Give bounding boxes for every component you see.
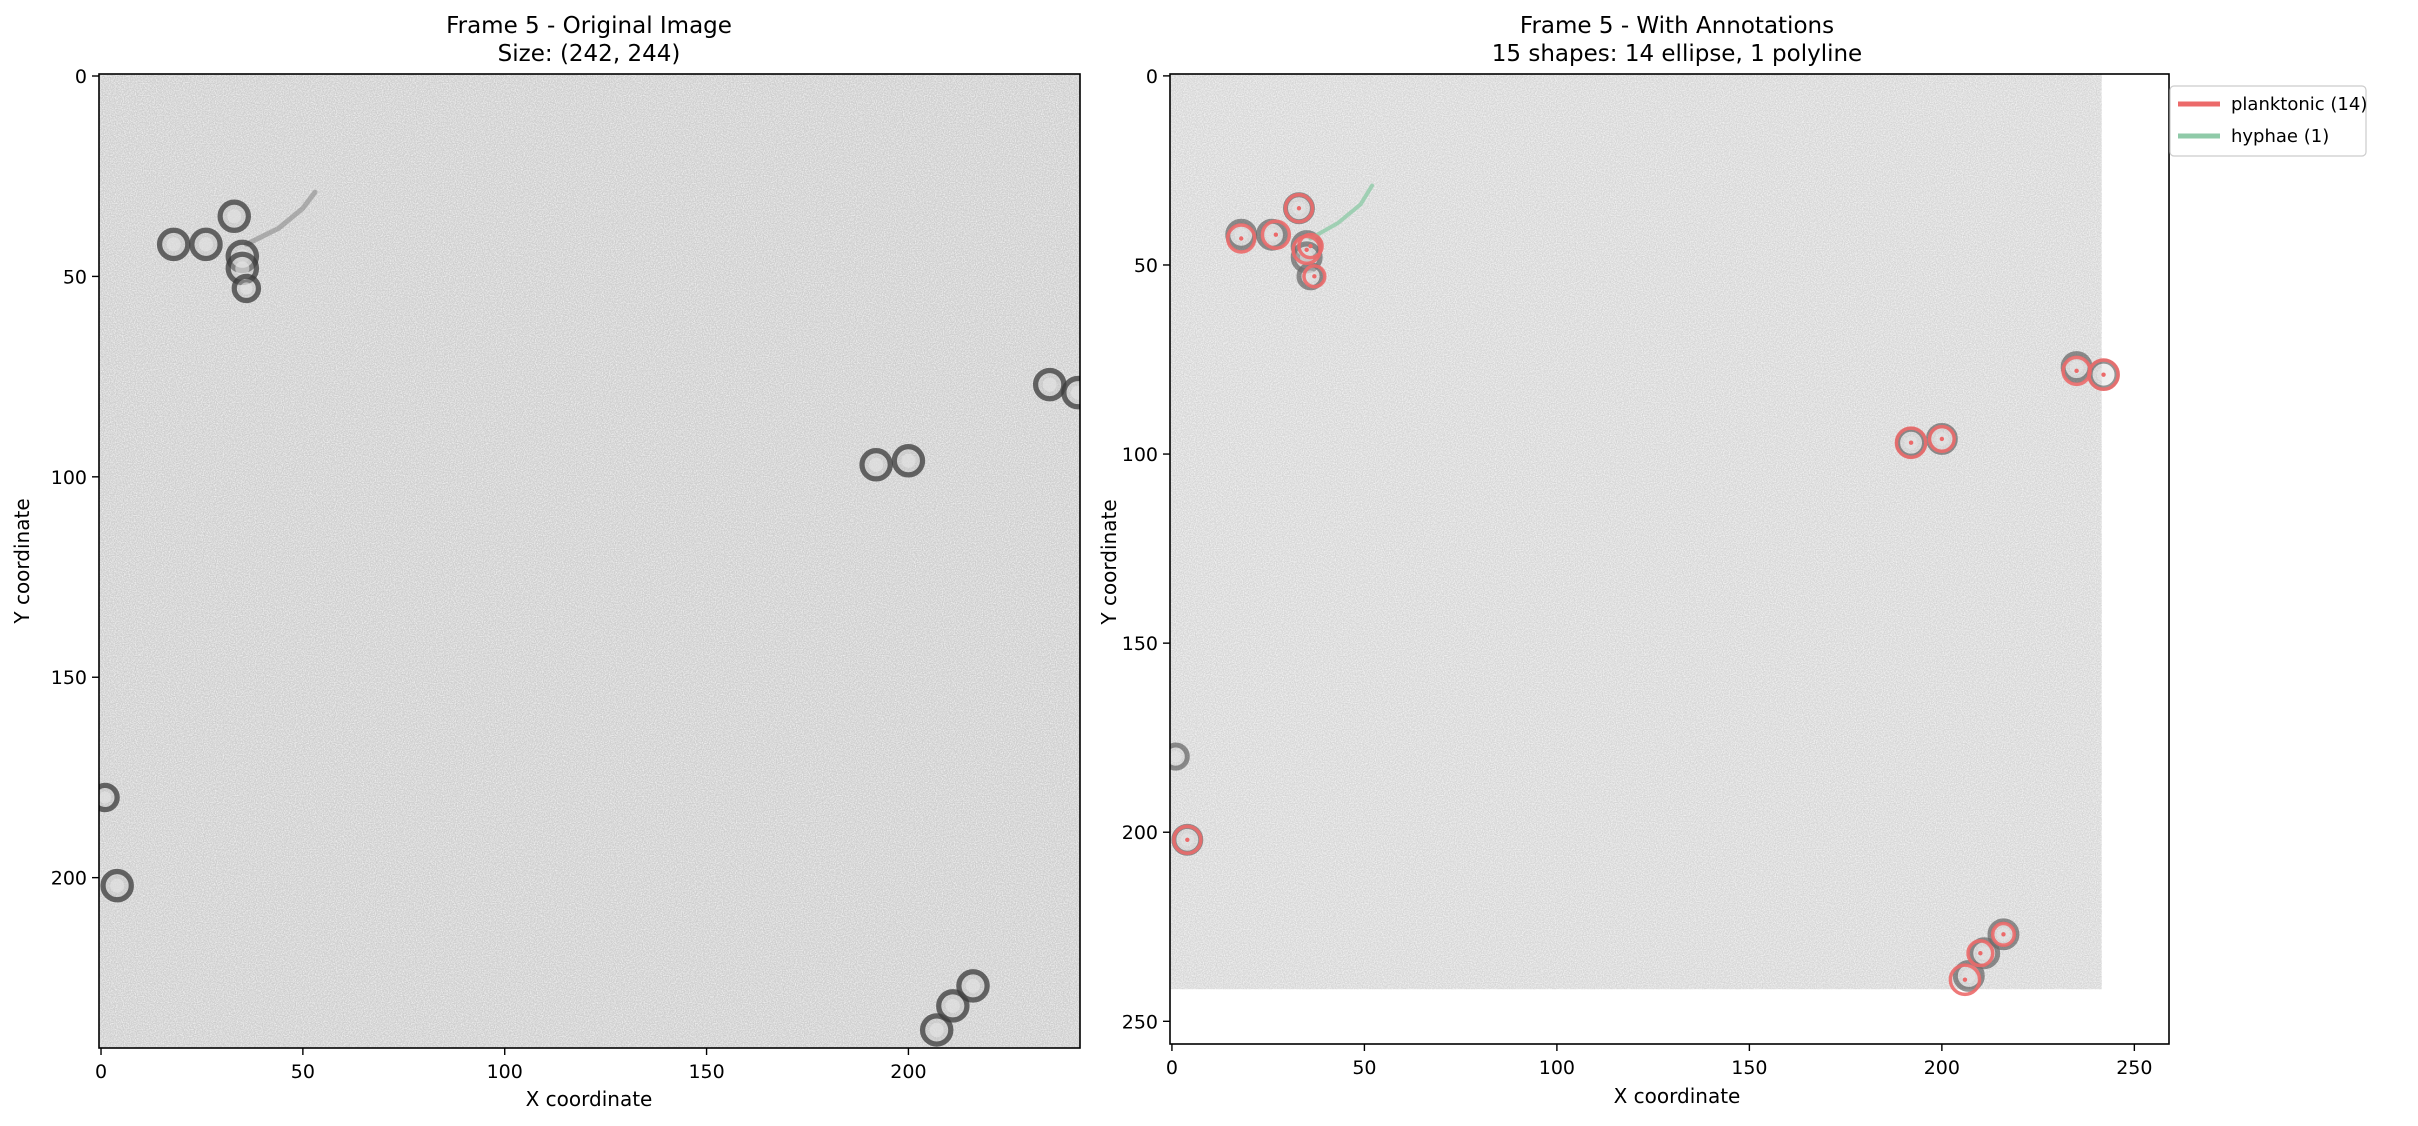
- left-cell-core: [929, 1022, 944, 1038]
- right-y-tick-label: 150: [1122, 633, 1158, 655]
- left-x-tick-label: 0: [95, 1061, 107, 1083]
- left-plot-frame: [98, 73, 1081, 1049]
- left-cell-core: [99, 791, 112, 804]
- right-annotations-layer: [1172, 183, 2120, 997]
- left-y-tick-label: 150: [51, 667, 87, 689]
- planktonic-ellipse: [1990, 921, 2016, 947]
- right-y-tick-label: 250: [1122, 1011, 1158, 1033]
- right-plot-frame: [1169, 73, 2170, 1045]
- left-cell-core: [1070, 385, 1080, 400]
- planktonic-ellipse: [1172, 824, 1203, 856]
- right-panel: Frame 5 - With Annotations 15 shapes: 14…: [1097, 13, 2170, 1108]
- right-cell-core: [2069, 360, 2084, 374]
- legend-label-hyphae: hyphae (1): [2231, 126, 2329, 147]
- planktonic-ellipse-center: [2101, 372, 2106, 377]
- planktonic-ellipse: [1948, 963, 1982, 997]
- right-x-axis-label: X coordinate: [1614, 1084, 1741, 1108]
- right-x-tick-label: 50: [1352, 1057, 1376, 1079]
- right-y-tick-label: 200: [1122, 822, 1158, 844]
- planktonic-ellipse-center: [2001, 932, 2006, 937]
- planktonic-ellipse: [1297, 232, 1324, 260]
- right-y-tick-label: 100: [1122, 444, 1158, 466]
- right-title-line2: 15 shapes: 14 ellipse, 1 polyline: [1492, 41, 1862, 67]
- left-cell-core: [227, 209, 242, 224]
- planktonic-ellipse-center: [1939, 436, 1945, 442]
- planktonic-ellipse-center: [1978, 951, 1983, 956]
- right-x-tick-label: 0: [1166, 1057, 1178, 1079]
- right-title-line1: Frame 5 - With Annotations: [1520, 13, 1834, 39]
- left-panel: Frame 5 - Original Image Size: (242, 244…: [10, 13, 1081, 1111]
- legend: planktonic (14) hyphae (1): [2169, 85, 2367, 157]
- planktonic-ellipse-center: [2074, 368, 2079, 374]
- planktonic-ellipse-center: [1273, 232, 1279, 237]
- left-x-axis-label: X coordinate: [526, 1087, 653, 1111]
- planktonic-ellipse-center: [1308, 243, 1313, 249]
- right-cell-core: [1977, 946, 1991, 960]
- planktonic-ellipse: [2087, 358, 2120, 392]
- left-cell-core: [235, 261, 250, 276]
- left-x-tick-label: 150: [688, 1061, 724, 1083]
- left-y-tick-label: 0: [75, 66, 87, 88]
- planktonic-ellipse: [1225, 223, 1257, 254]
- planktonic-ellipse: [1894, 426, 1928, 460]
- right-image-grain-dark: [1170, 74, 2102, 990]
- right-x-tick-label: 150: [1731, 1057, 1767, 1079]
- left-cell-core: [110, 878, 125, 893]
- planktonic-ellipse-center: [1962, 977, 1968, 982]
- planktonic-ellipse-center: [1312, 274, 1317, 279]
- right-cell-core: [1234, 227, 1248, 242]
- right-y-tick-label: 0: [1146, 66, 1158, 88]
- right-x-tick-label: 250: [2116, 1057, 2152, 1079]
- planktonic-ellipse: [1927, 424, 1956, 454]
- planktonic-ellipse: [1302, 264, 1327, 289]
- left-x-tick-label: 100: [487, 1061, 523, 1083]
- left-x-tick-label: 200: [890, 1061, 926, 1083]
- right-cell-core: [1265, 227, 1279, 242]
- left-x-tick-label: 50: [291, 1061, 315, 1083]
- left-cell-core: [965, 978, 981, 993]
- planktonic-ellipse: [1966, 939, 1995, 968]
- planktonic-ellipse-center: [1908, 440, 1914, 445]
- left-cell-core: [945, 998, 960, 1013]
- right-cell-core: [1304, 270, 1317, 283]
- right-y-axis-label: Y coordinate: [1097, 499, 1121, 625]
- hyphae-polyline: [1308, 183, 1375, 241]
- right-x-tick-label: 200: [1924, 1057, 1960, 1079]
- left-cell-core: [1042, 377, 1057, 392]
- right-x-ticks: 0 50 100 150 200 250: [1166, 1044, 2152, 1079]
- left-y-ticks: 0 50 100 150 200: [51, 66, 99, 890]
- right-y-tick-label: 50: [1134, 255, 1158, 277]
- left-cell-core: [240, 282, 253, 295]
- left-y-tick-label: 50: [63, 266, 87, 288]
- left-x-ticks: 0 50 100 150 200: [95, 1048, 927, 1083]
- legend-label-planktonic: planktonic (14): [2231, 94, 2367, 115]
- left-cell-core: [198, 237, 214, 252]
- left-title-line1: Frame 5 - Original Image: [446, 13, 732, 39]
- left-y-axis-label: Y coordinate: [10, 498, 34, 624]
- left-y-tick-label: 200: [51, 868, 87, 890]
- left-cell-core: [901, 453, 916, 468]
- planktonic-ellipse: [1283, 193, 1315, 224]
- left-y-tick-label: 100: [51, 467, 87, 489]
- left-title-line2: Size: (242, 244): [498, 41, 681, 67]
- planktonic-ellipse-center: [1239, 236, 1244, 241]
- left-cell-core: [166, 237, 181, 252]
- right-cell: [1170, 742, 1190, 771]
- right-x-tick-label: 100: [1539, 1057, 1575, 1079]
- left-hyphae-trace: [243, 189, 318, 247]
- planktonic-ellipse-center: [1304, 247, 1309, 253]
- left-cells-layer: [99, 189, 1080, 1047]
- right-y-ticks: 0 50 100 150 200 250: [1122, 66, 1170, 1033]
- planktonic-ellipse: [1260, 219, 1292, 250]
- planktonic-ellipse-center: [1296, 206, 1302, 211]
- left-cell-core: [869, 457, 884, 472]
- right-cell-core: [1170, 750, 1182, 763]
- planktonic-ellipse-center: [1185, 837, 1190, 842]
